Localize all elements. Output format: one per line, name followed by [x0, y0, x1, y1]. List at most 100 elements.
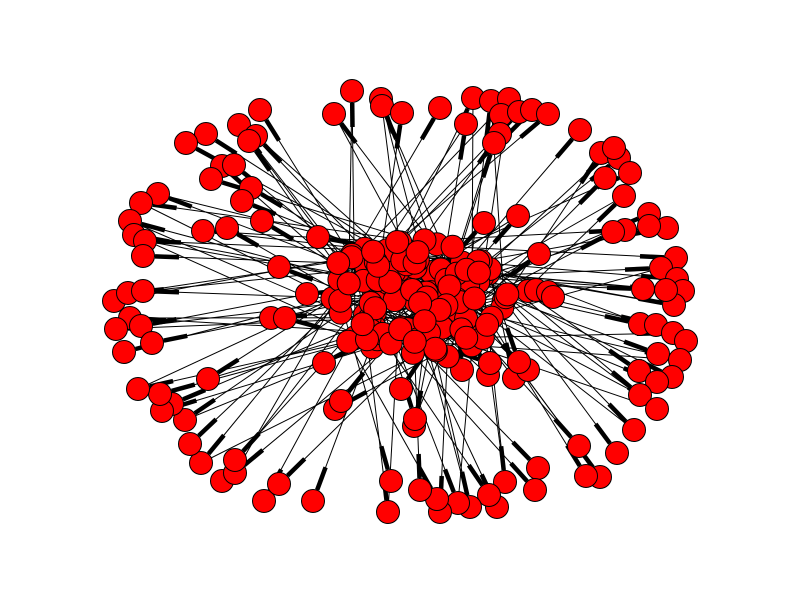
edge-arrowhead: [554, 137, 574, 159]
edge-arrowhead: [498, 445, 506, 471]
edge: [140, 202, 333, 299]
graph-node: [126, 377, 150, 401]
edge-arrowhead: [579, 235, 604, 251]
graph-node: [376, 500, 400, 524]
graph-node: [222, 153, 246, 177]
graph-node: [148, 382, 172, 406]
edge-arrowhead: [607, 402, 628, 423]
graph-node: [612, 184, 636, 208]
edge-arrowhead: [214, 138, 238, 156]
edge-arrowhead: [242, 448, 265, 468]
edge: [452, 246, 677, 259]
edge-arrowhead: [346, 371, 366, 394]
graph-node: [336, 271, 361, 296]
graph-node: [523, 478, 547, 502]
graph-node: [466, 260, 491, 285]
graph-node: [223, 448, 247, 472]
graph-node: [252, 489, 276, 513]
graph-node: [248, 98, 272, 122]
graph-node: [140, 331, 164, 355]
edge-arrowhead: [271, 225, 295, 242]
graph-node: [131, 244, 155, 268]
graph-node: [189, 451, 213, 475]
edge-arrowhead: [459, 471, 470, 496]
edge-arrowhead: [241, 431, 261, 453]
edge-arrowhead: [152, 316, 177, 326]
edge-arrowhead: [260, 192, 284, 209]
graph-node: [215, 216, 239, 240]
graph-node: [440, 234, 465, 259]
edge-arrowhead: [492, 223, 512, 245]
graph-node: [428, 96, 452, 120]
edge-arrowhead: [141, 221, 166, 233]
graph-node: [326, 251, 351, 275]
graph-node: [618, 161, 642, 185]
graph-node: [475, 312, 500, 337]
graph-node: [507, 350, 531, 374]
edge-arrowhead: [596, 202, 617, 223]
edge-arrowhead: [339, 122, 358, 144]
graph-node: [267, 255, 291, 279]
edge-arrowhead: [163, 333, 188, 343]
edge-arrowhead: [296, 319, 321, 330]
graph-node: [295, 282, 319, 306]
graph-node: [306, 225, 330, 249]
graph-node: [408, 478, 432, 502]
graph-node: [654, 278, 678, 302]
edge-arrowhead: [606, 285, 632, 291]
edge-arrowhead: [519, 120, 541, 140]
graph-node: [385, 230, 410, 254]
graph-node: [199, 167, 223, 191]
edge-arrowhead: [315, 466, 328, 491]
edge-arrowhead: [484, 112, 492, 137]
edge-arrowhead: [193, 397, 216, 416]
graph-node: [173, 408, 197, 432]
edge-arrowhead: [481, 153, 493, 178]
edge: [200, 283, 349, 464]
edge-arrowhead: [329, 236, 354, 246]
edge-arrowhead: [216, 357, 240, 375]
graph-node: [506, 204, 530, 228]
graph-node: [329, 389, 353, 413]
graph-node: [482, 131, 506, 155]
edge-arrowhead: [508, 259, 531, 278]
graph-node: [541, 285, 565, 309]
edge-arrowhead: [394, 124, 403, 149]
edge: [457, 272, 480, 504]
graph-node: [645, 397, 669, 421]
graph-node: [174, 131, 198, 155]
edge: [364, 98, 510, 250]
graph-node: [379, 469, 403, 493]
edge-arrowhead: [197, 417, 218, 438]
graph-node: [423, 336, 448, 361]
edge-arrowhead: [286, 457, 307, 478]
graph-node: [454, 112, 478, 136]
graph-node: [273, 306, 297, 330]
edge-arrowhead: [509, 461, 529, 483]
graph-node: [628, 383, 652, 407]
edge-arrowhead: [624, 266, 650, 272]
graph-node: [131, 279, 155, 303]
edge-arrowhead: [168, 196, 193, 209]
edge-arrowhead: [379, 445, 390, 471]
edge-arrowhead: [504, 327, 518, 352]
edge-arrowhead: [182, 387, 207, 402]
graph-node: [191, 219, 215, 243]
graph-node: [493, 470, 517, 494]
edge-arrowhead: [553, 417, 573, 439]
graph-node: [250, 209, 274, 233]
edge-arrowhead: [416, 453, 422, 479]
graph-node: [230, 189, 254, 213]
graph-node: [389, 377, 413, 401]
graph-node: [527, 242, 551, 266]
edge-arrowhead: [171, 382, 196, 394]
graph-node: [454, 325, 479, 350]
graph-node: [477, 483, 501, 507]
graph-node: [237, 129, 261, 153]
edge-arrowhead: [623, 339, 648, 353]
edge-arrowhead: [262, 143, 283, 164]
edge-arrowhead: [289, 269, 314, 282]
edge: [202, 230, 479, 262]
graph-node: [637, 214, 661, 238]
graph-node: [645, 370, 669, 394]
